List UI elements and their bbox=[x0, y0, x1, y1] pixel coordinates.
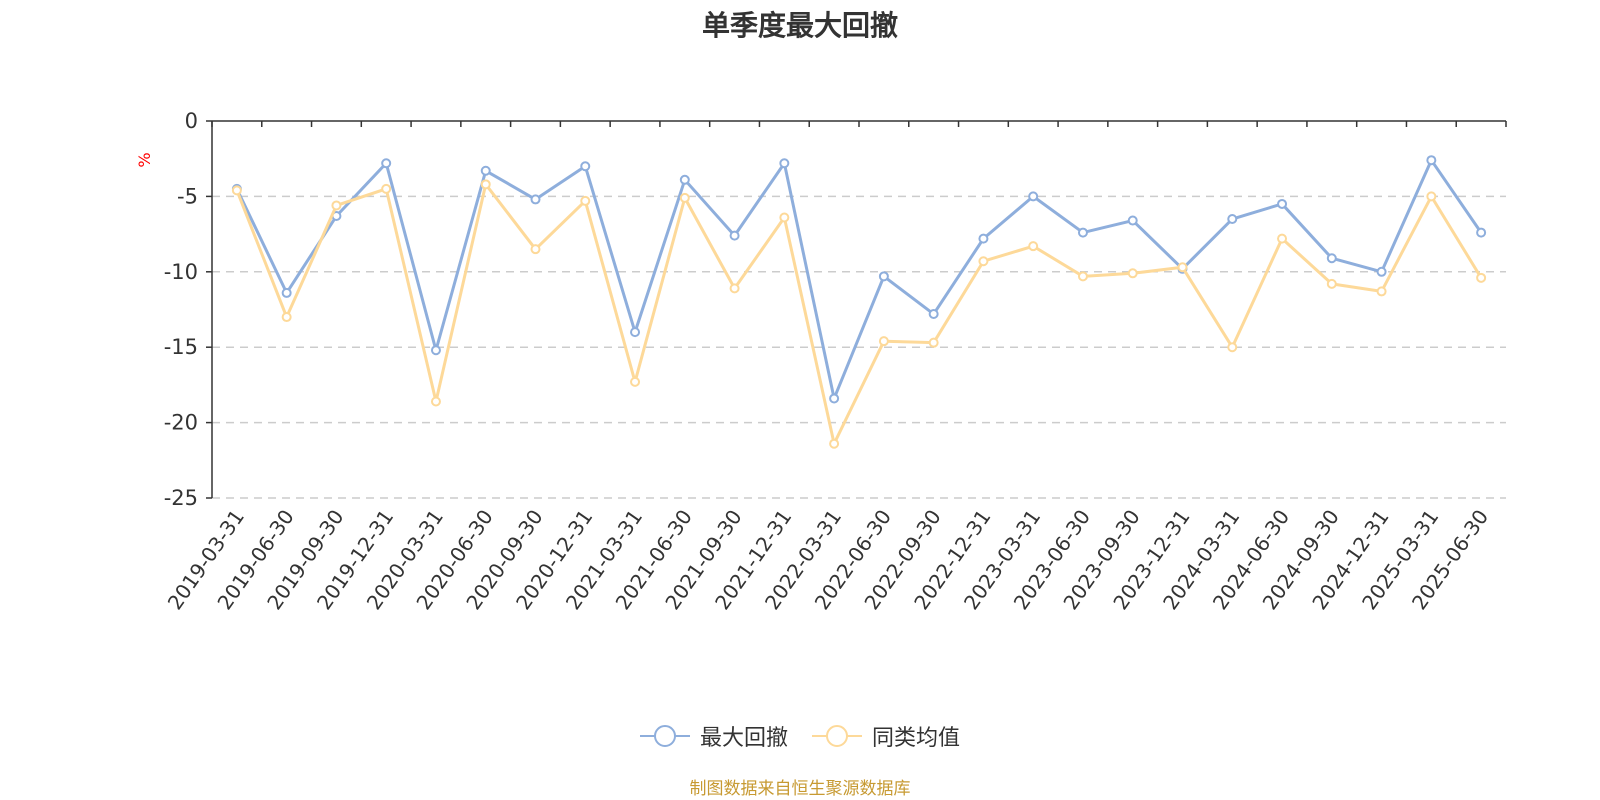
data-point-1 bbox=[1227, 342, 1238, 353]
source-note: 制图数据来自恒生聚源数据库 bbox=[689, 779, 911, 799]
y-tick-label: -25 bbox=[164, 486, 198, 510]
data-point-0 bbox=[1376, 266, 1387, 277]
data-point-0 bbox=[281, 287, 292, 298]
data-point-1 bbox=[1177, 262, 1188, 273]
line-chart: 0-5-10-15-20-252019-03-312019-06-302019-… bbox=[135, 109, 1507, 614]
data-point-0 bbox=[1077, 227, 1088, 238]
data-point-1 bbox=[430, 396, 441, 407]
data-point-0 bbox=[1028, 191, 1039, 202]
data-point-0 bbox=[1227, 214, 1238, 225]
data-point-0 bbox=[978, 233, 989, 244]
data-point-1 bbox=[1277, 233, 1288, 244]
legend-label: 同类均值 bbox=[872, 726, 961, 751]
series-line-1 bbox=[235, 182, 1483, 446]
data-point-1 bbox=[978, 256, 989, 267]
legend-item-peer-average[interactable]: 同类均值 bbox=[812, 720, 960, 752]
data-point-0 bbox=[381, 158, 392, 169]
y-axis-unit-label: % bbox=[135, 152, 154, 167]
data-point-0 bbox=[1277, 198, 1288, 209]
y-tick-label: -10 bbox=[164, 260, 198, 284]
data-point-1 bbox=[580, 195, 591, 206]
legend: 最大回撤 同类均值 bbox=[0, 720, 1600, 752]
data-point-1 bbox=[829, 438, 840, 449]
data-point-1 bbox=[1476, 272, 1487, 283]
data-point-1 bbox=[679, 192, 690, 203]
legend-item-max-drawdown[interactable]: 最大回撤 bbox=[639, 720, 788, 752]
tick-labels: 0-5-10-15-20-252019-03-312019-06-302019-… bbox=[163, 109, 1494, 614]
y-tick-label: -5 bbox=[177, 184, 198, 208]
data-point-1 bbox=[231, 185, 242, 196]
data-point-0 bbox=[878, 271, 889, 282]
data-point-1 bbox=[1077, 271, 1088, 282]
chart-title: 单季度最大回撤 bbox=[701, 9, 898, 42]
data-point-0 bbox=[630, 327, 641, 338]
data-point-1 bbox=[928, 337, 939, 348]
data-point-0 bbox=[1426, 155, 1437, 166]
data-point-1 bbox=[1028, 241, 1039, 252]
grid-lines bbox=[212, 195, 1506, 499]
data-point-1 bbox=[1326, 278, 1337, 289]
data-point-1 bbox=[1426, 191, 1437, 202]
data-point-1 bbox=[630, 376, 641, 387]
data-point-1 bbox=[381, 183, 392, 194]
legend-label: 最大回撤 bbox=[699, 726, 788, 751]
axes bbox=[206, 120, 1507, 499]
data-point-0 bbox=[1127, 215, 1138, 226]
data-point-0 bbox=[729, 230, 740, 241]
data-point-1 bbox=[1127, 268, 1138, 279]
y-tick-label: 0 bbox=[185, 109, 198, 133]
data-point-1 bbox=[1376, 286, 1387, 297]
data-point-0 bbox=[580, 161, 591, 172]
data-point-0 bbox=[829, 393, 840, 404]
data-point-1 bbox=[281, 312, 292, 323]
data-point-1 bbox=[530, 244, 541, 255]
data-point-1 bbox=[878, 336, 889, 347]
legend-marker-icon bbox=[639, 725, 690, 747]
data-point-0 bbox=[430, 345, 441, 356]
data-point-1 bbox=[331, 200, 342, 211]
data-point-0 bbox=[1326, 253, 1337, 264]
legend-marker-icon bbox=[812, 725, 862, 747]
data-point-0 bbox=[779, 158, 790, 169]
y-tick-label: -20 bbox=[164, 411, 198, 435]
data-point-0 bbox=[1476, 227, 1487, 238]
data-point-1 bbox=[480, 179, 491, 190]
data-point-0 bbox=[928, 309, 939, 320]
data-point-0 bbox=[480, 165, 491, 176]
data-point-1 bbox=[729, 283, 740, 294]
y-tick-label: -15 bbox=[164, 335, 198, 359]
data-point-1 bbox=[779, 212, 790, 223]
data-point-0 bbox=[679, 174, 690, 185]
series-lines bbox=[231, 155, 1487, 449]
data-point-0 bbox=[530, 194, 541, 205]
series-line-0 bbox=[235, 158, 1483, 400]
